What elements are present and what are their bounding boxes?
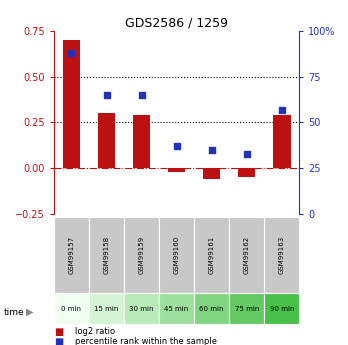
- Point: [69, 50, 74, 56]
- Bar: [124, 217, 159, 293]
- Text: GSM99157: GSM99157: [69, 236, 74, 274]
- Bar: [229, 293, 264, 324]
- Bar: [273, 115, 291, 168]
- Text: GSM99160: GSM99160: [174, 236, 180, 274]
- Bar: [124, 293, 159, 324]
- Bar: [203, 168, 220, 179]
- Text: log2 ratio: log2 ratio: [75, 327, 115, 336]
- Point: [244, 151, 250, 156]
- Text: GSM99161: GSM99161: [209, 236, 215, 274]
- Text: 0 min: 0 min: [62, 306, 81, 312]
- Bar: [89, 217, 124, 293]
- Bar: [89, 293, 124, 324]
- Point: [139, 92, 144, 98]
- Bar: [194, 217, 229, 293]
- Point: [104, 92, 109, 98]
- Text: 15 min: 15 min: [94, 306, 119, 312]
- Bar: [159, 217, 194, 293]
- Bar: [238, 168, 255, 177]
- Bar: [54, 293, 89, 324]
- Text: time: time: [3, 308, 24, 317]
- Text: percentile rank within the sample: percentile rank within the sample: [75, 337, 217, 345]
- Text: 60 min: 60 min: [199, 306, 224, 312]
- Bar: [98, 113, 115, 168]
- Title: GDS2586 / 1259: GDS2586 / 1259: [125, 17, 228, 30]
- Bar: [229, 217, 264, 293]
- Bar: [264, 293, 299, 324]
- Point: [209, 147, 214, 152]
- Text: ■: ■: [54, 327, 63, 337]
- Bar: [159, 293, 194, 324]
- Text: 75 min: 75 min: [235, 306, 259, 312]
- Text: 90 min: 90 min: [269, 306, 294, 312]
- Point: [174, 144, 179, 149]
- Text: 30 min: 30 min: [129, 306, 154, 312]
- Bar: [63, 40, 80, 168]
- Bar: [264, 217, 299, 293]
- Text: GSM99163: GSM99163: [279, 236, 285, 274]
- Text: 45 min: 45 min: [165, 306, 189, 312]
- Text: ■: ■: [54, 337, 63, 345]
- Bar: [168, 168, 185, 172]
- Text: ▶: ▶: [26, 307, 34, 317]
- Bar: [54, 217, 89, 293]
- Point: [279, 107, 285, 112]
- Bar: [133, 115, 150, 168]
- Text: GSM99162: GSM99162: [244, 236, 250, 274]
- Bar: [194, 293, 229, 324]
- Text: GSM99159: GSM99159: [139, 236, 144, 274]
- Text: GSM99158: GSM99158: [103, 236, 110, 274]
